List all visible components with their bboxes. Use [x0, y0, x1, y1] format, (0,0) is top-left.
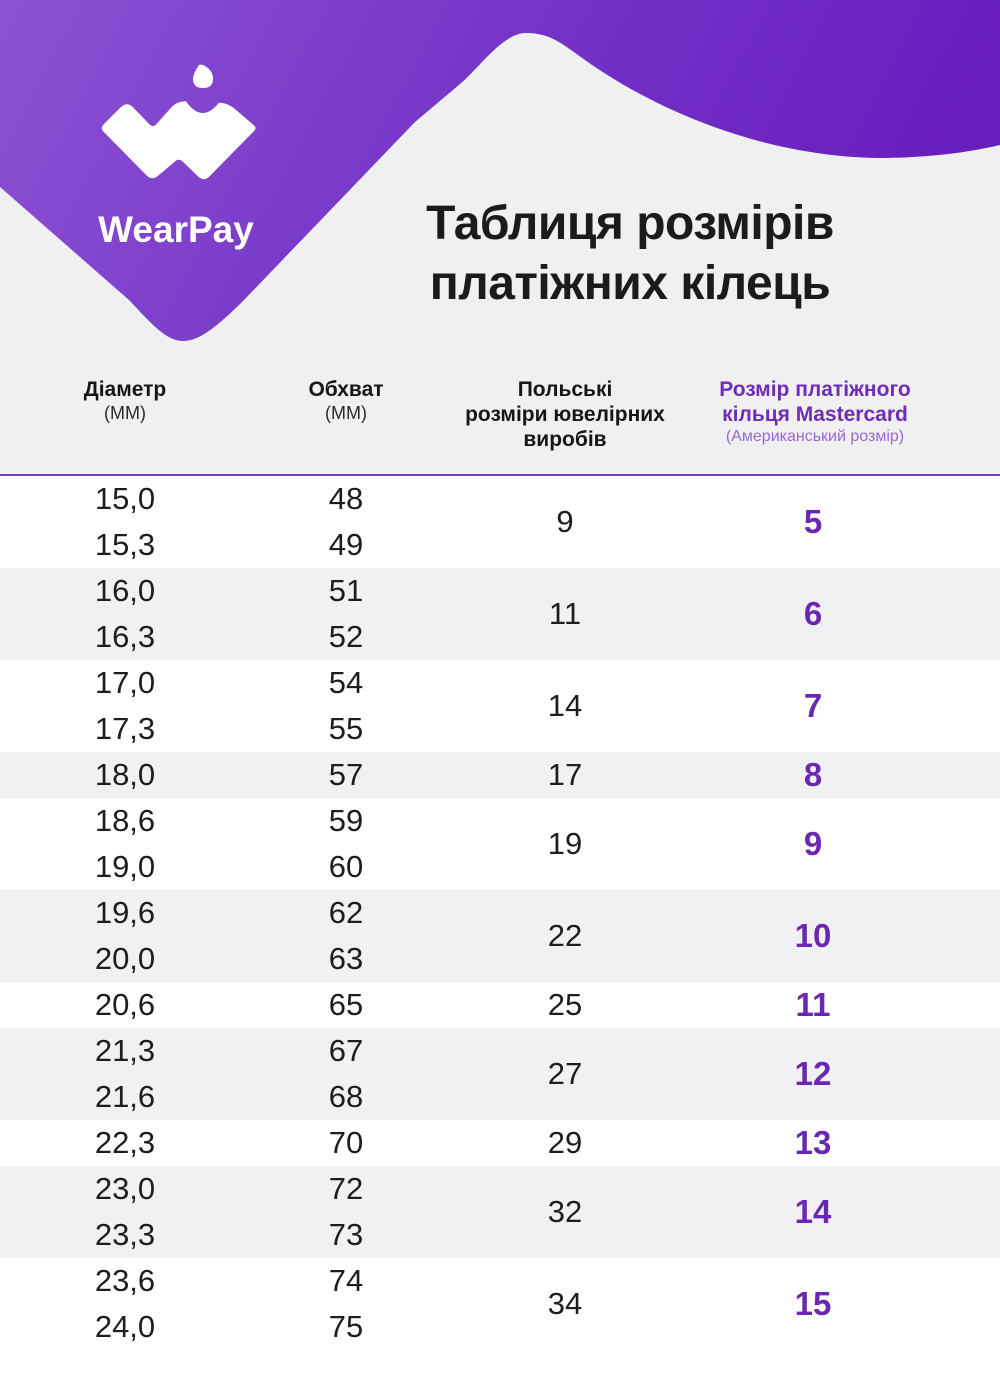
svg-text:WearPay: WearPay	[98, 209, 254, 250]
